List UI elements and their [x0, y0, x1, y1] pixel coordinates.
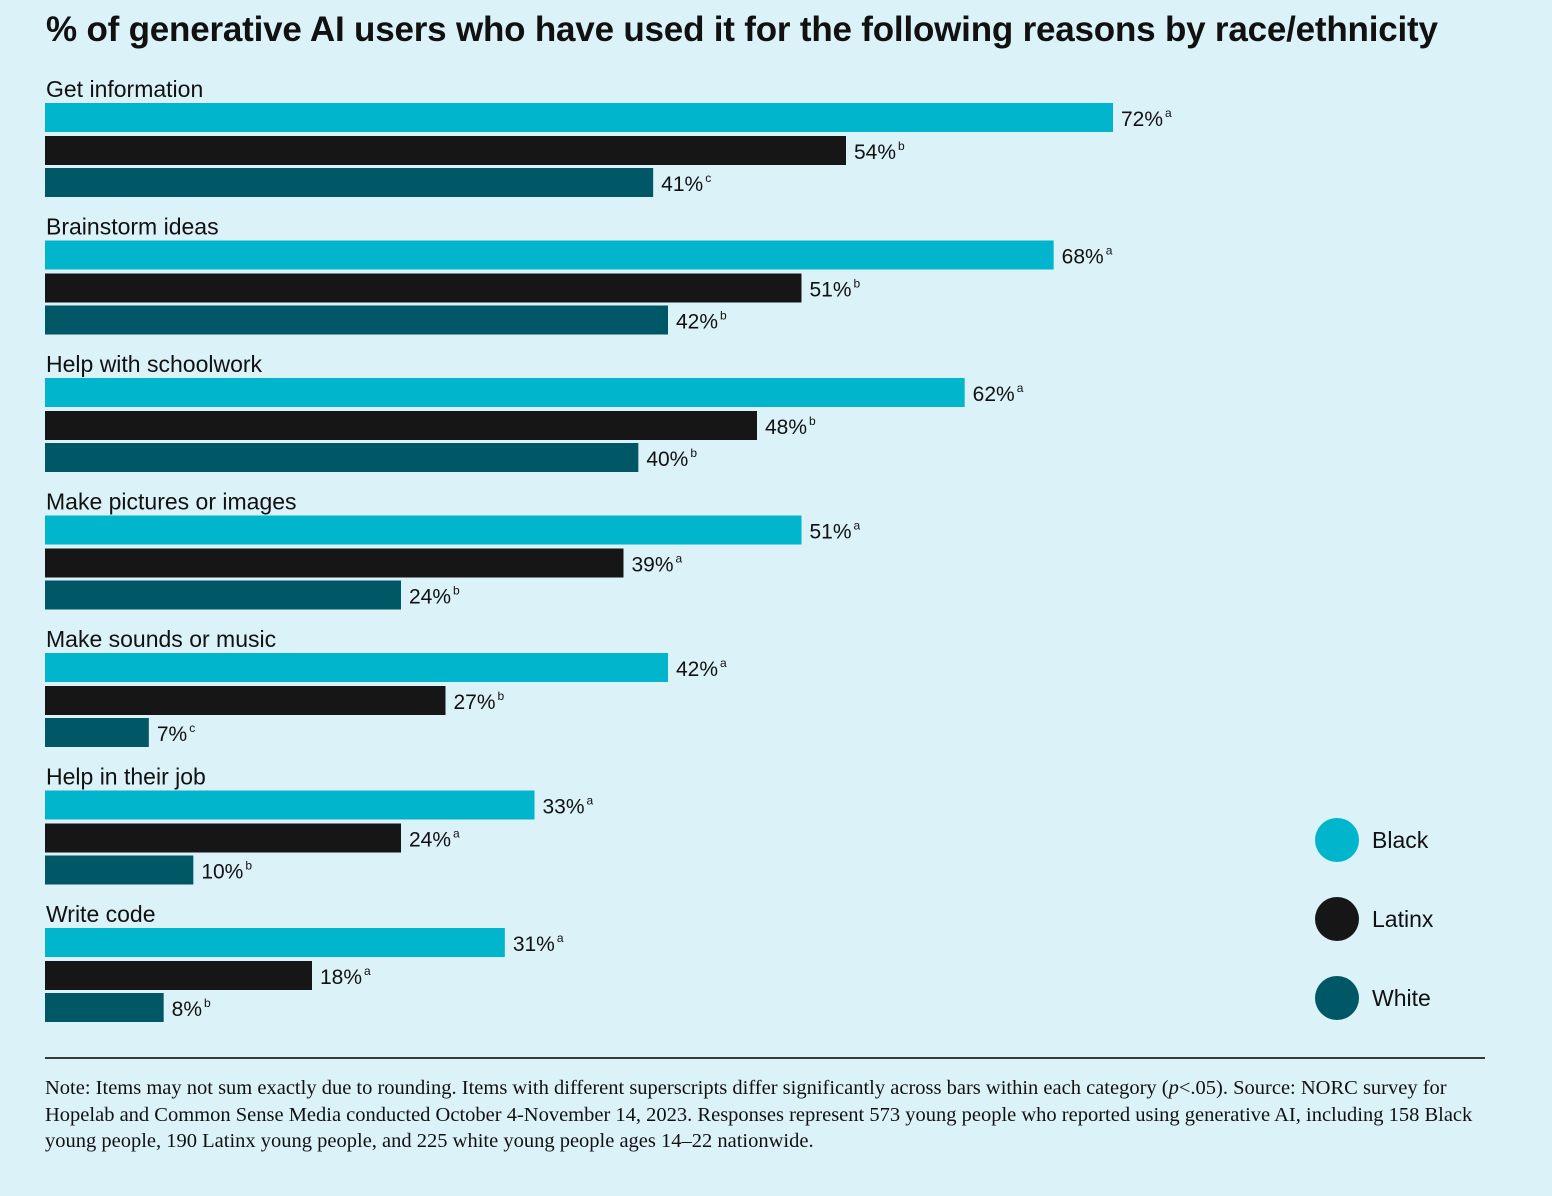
bar-white-make-sounds-or-music — [45, 718, 149, 747]
chart-title: % of generative AI users who have used i… — [46, 10, 1438, 49]
bar-white-help-in-their-job — [45, 855, 194, 885]
bar-black-help-with-schoolwork — [45, 378, 965, 407]
bar-latinx-brainstorm-ideas — [45, 273, 802, 303]
value-label-white-make-pictures-or-images: 24% b — [409, 584, 460, 609]
value-label-white-help-with-schoolwork: 40% b — [646, 446, 697, 471]
bar-latinx-write-code — [45, 961, 312, 990]
value-label-latinx-make-pictures-or-images: 39% a — [632, 552, 683, 577]
bar-black-help-in-their-job — [45, 790, 535, 820]
bar-white-brainstorm-ideas — [45, 305, 668, 335]
legend-swatch-white — [1315, 976, 1359, 1020]
value-label-white-make-sounds-or-music: 7% c — [157, 721, 195, 746]
value-label-black-make-sounds-or-music: 42% a — [676, 656, 727, 681]
category-label-write-code: Write code — [46, 901, 156, 927]
bar-white-make-pictures-or-images — [45, 580, 401, 610]
category-label-brainstorm-ideas: Brainstorm ideas — [46, 214, 219, 240]
bar-white-get-information — [45, 168, 654, 197]
bar-latinx-make-sounds-or-music — [45, 686, 446, 715]
value-label-latinx-make-sounds-or-music: 27% b — [454, 689, 505, 714]
value-label-latinx-help-in-their-job: 24% a — [409, 827, 460, 852]
value-label-latinx-brainstorm-ideas: 51% b — [810, 277, 861, 302]
note-p-symbol: p — [1168, 1077, 1179, 1099]
legend-label-white: White — [1372, 985, 1431, 1011]
value-label-black-get-information: 72% a — [1121, 106, 1172, 131]
value-label-black-brainstorm-ideas: 68% a — [1062, 244, 1113, 269]
category-label-help-with-schoolwork: Help with schoolwork — [46, 351, 263, 377]
value-label-latinx-help-with-schoolwork: 48% b — [765, 414, 816, 439]
bar-black-make-sounds-or-music — [45, 653, 668, 682]
bar-latinx-get-information — [45, 136, 846, 165]
bar-latinx-help-with-schoolwork — [45, 411, 757, 440]
bar-black-write-code — [45, 928, 505, 957]
legend-swatch-black — [1315, 818, 1359, 862]
note-prefix: Note: Items may not sum exactly due to r… — [45, 1077, 1169, 1099]
value-label-black-make-pictures-or-images: 51% a — [810, 519, 861, 544]
legend-swatch-latinx — [1315, 897, 1359, 941]
bar-latinx-make-pictures-or-images — [45, 548, 624, 578]
note-suffix: <.05). Source: NORC survey for Hopelab a… — [45, 1077, 1473, 1152]
bar-black-make-pictures-or-images — [45, 515, 802, 545]
legend-label-black: Black — [1372, 827, 1429, 853]
value-label-black-help-with-schoolwork: 62% a — [973, 381, 1024, 406]
category-label-make-pictures-or-images: Make pictures or images — [46, 489, 297, 515]
bar-white-help-with-schoolwork — [45, 443, 639, 472]
category-label-get-information: Get information — [46, 76, 203, 102]
bar-black-get-information — [45, 103, 1113, 132]
value-label-latinx-get-information: 54% b — [854, 139, 905, 164]
bar-white-write-code — [45, 993, 164, 1022]
note-divider — [45, 1057, 1485, 1059]
value-label-white-brainstorm-ideas: 42% b — [676, 309, 727, 334]
value-label-latinx-write-code: 18% a — [320, 964, 371, 989]
bar-latinx-help-in-their-job — [45, 823, 401, 853]
bar-black-brainstorm-ideas — [45, 240, 1054, 270]
category-label-make-sounds-or-music: Make sounds or music — [46, 626, 276, 652]
bar-chart: Get information 72% a 54% b 41% c Brainstorm id… — [45, 76, 1434, 1022]
source-note: Note: Items may not sum exactly due to r… — [45, 1075, 1490, 1155]
value-label-black-help-in-their-job: 33% a — [543, 794, 594, 819]
legend-label-latinx: Latinx — [1372, 906, 1434, 932]
value-label-white-help-in-their-job: 10% b — [201, 859, 252, 884]
category-label-help-in-their-job: Help in their job — [46, 764, 206, 790]
value-label-white-get-information: 41% c — [661, 171, 711, 196]
value-label-black-write-code: 31% a — [513, 931, 564, 956]
value-label-white-write-code: 8% b — [172, 996, 211, 1021]
